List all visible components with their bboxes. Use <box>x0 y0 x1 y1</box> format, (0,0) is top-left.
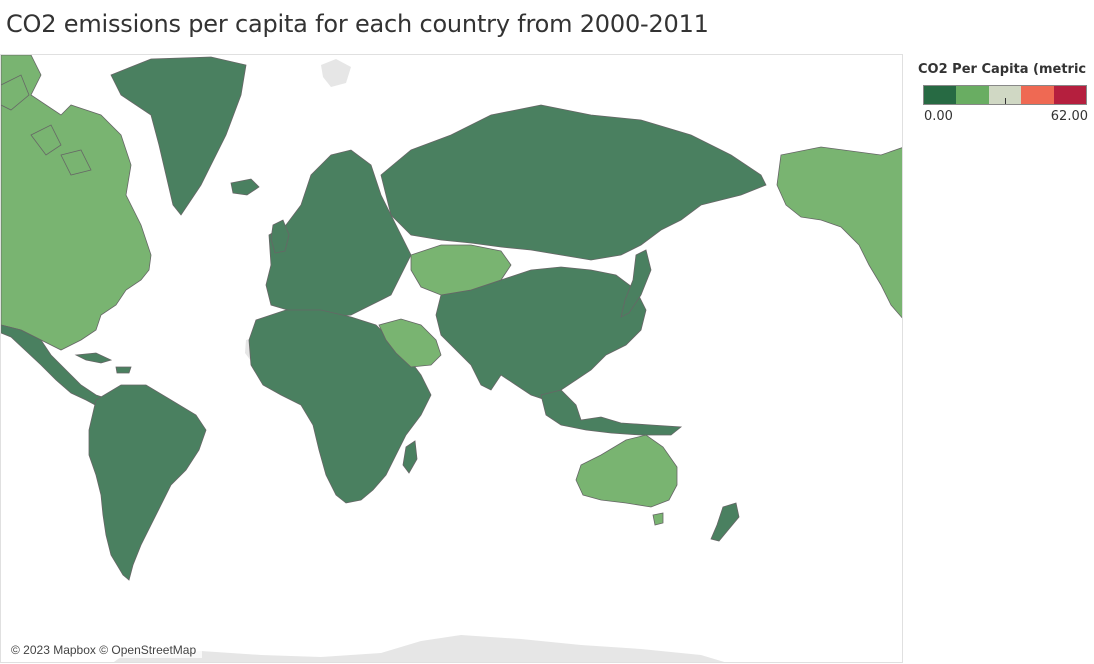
color-legend[interactable]: CO2 Per Capita (metric .. 0.00 62.00 <box>918 62 1090 124</box>
svalbard-region <box>321 59 351 87</box>
chart-title: CO2 emissions per capita for each countr… <box>6 10 709 38</box>
southeast-asia-islands[interactable] <box>540 389 683 436</box>
caribbean[interactable] <box>74 352 132 374</box>
legend-labels: 0.00 62.00 <box>924 109 1088 124</box>
new-zealand[interactable] <box>710 502 740 542</box>
europe[interactable] <box>265 149 412 318</box>
greenland[interactable] <box>110 56 247 216</box>
map-attribution[interactable]: © 2023 Mapbox © OpenStreetMap <box>5 642 203 658</box>
tasmania[interactable] <box>652 512 664 526</box>
legend-max-label: 62.00 <box>1050 109 1088 124</box>
united-kingdom[interactable] <box>270 219 290 254</box>
south-america[interactable] <box>88 384 207 581</box>
legend-midpoint-tick <box>1005 98 1006 104</box>
legend-color-swatch-5 <box>1053 86 1087 104</box>
world-map-svg[interactable] <box>1 55 903 663</box>
russia[interactable] <box>380 104 767 261</box>
legend-min-label: 0.00 <box>924 109 953 124</box>
legend-color-swatch-2 <box>956 86 989 104</box>
africa[interactable] <box>248 309 432 504</box>
australia[interactable] <box>575 434 678 508</box>
canada-usa-west[interactable] <box>1 55 152 351</box>
antarctica-region <box>113 635 725 662</box>
madagascar[interactable] <box>402 440 418 474</box>
canada-islands[interactable] <box>1 74 92 176</box>
legend-color-swatch-1 <box>924 86 957 104</box>
legend-color-bar <box>923 85 1087 105</box>
legend-title: CO2 Per Capita (metric .. <box>918 62 1090 77</box>
japan[interactable] <box>620 249 652 318</box>
kazakhstan[interactable] <box>410 244 512 296</box>
saudi-arabia[interactable] <box>378 318 442 368</box>
legend-color-swatch-4 <box>1021 86 1054 104</box>
alaska-canada-east[interactable] <box>776 146 903 320</box>
iceland[interactable] <box>230 178 260 196</box>
choropleth-map[interactable]: © 2023 Mapbox © OpenStreetMap <box>0 54 903 663</box>
legend-color-swatch-3 <box>988 86 1022 104</box>
china-and-south-asia[interactable] <box>435 266 647 401</box>
